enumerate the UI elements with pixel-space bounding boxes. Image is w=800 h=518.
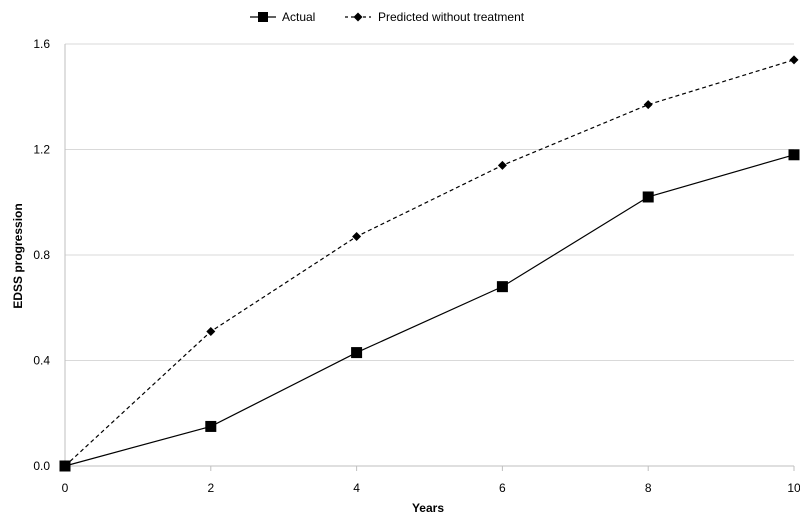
data-point-actual	[496, 281, 508, 293]
x-tick-label: 10	[787, 481, 800, 495]
y-tick-labels: 0.0 0.4 0.8 1.2 1.6	[33, 37, 50, 473]
x-tick-label: 4	[353, 481, 360, 495]
legend-item-actual: Actual	[250, 10, 315, 24]
y-tick-label: 1.6	[33, 37, 50, 51]
x-tick-label: 2	[207, 481, 214, 495]
x-tick-label: 0	[62, 481, 69, 495]
data-point-predicted	[206, 326, 216, 336]
legend-predicted-label: Predicted without treatment	[378, 10, 525, 24]
y-tick-label: 0.4	[33, 354, 50, 368]
y-tick-label: 1.2	[33, 143, 50, 157]
data-point-predicted	[497, 160, 507, 170]
x-tick-labels: 0 2 4 6 8 10	[62, 481, 800, 495]
series-line-actual	[64, 154, 795, 467]
legend-predicted-marker	[353, 12, 363, 22]
grid-lines	[65, 43, 794, 361]
y-axis-title: EDSS progression	[11, 203, 25, 308]
legend-item-predicted: Predicted without treatment	[345, 10, 525, 24]
x-axis-title: Years	[412, 501, 444, 515]
data-point-predicted	[643, 100, 653, 110]
axes	[64, 44, 795, 471]
data-point-actual	[642, 191, 654, 203]
data-point-predicted	[352, 232, 362, 242]
data-point-predicted	[789, 55, 799, 65]
y-tick-label: 0.8	[33, 248, 50, 262]
x-tick-label: 6	[499, 481, 506, 495]
legend-actual-marker	[258, 12, 268, 22]
legend-actual-label: Actual	[282, 10, 315, 24]
data-point-actual	[205, 420, 217, 432]
series-line-predicted	[64, 59, 795, 467]
data-point-actual	[351, 347, 363, 359]
y-tick-label: 0.0	[33, 459, 50, 473]
data-point-predicted	[60, 461, 70, 471]
series	[59, 55, 800, 472]
legend: Actual Predicted without treatment	[250, 10, 525, 24]
x-tick-label: 8	[645, 481, 652, 495]
data-point-actual	[788, 149, 800, 161]
